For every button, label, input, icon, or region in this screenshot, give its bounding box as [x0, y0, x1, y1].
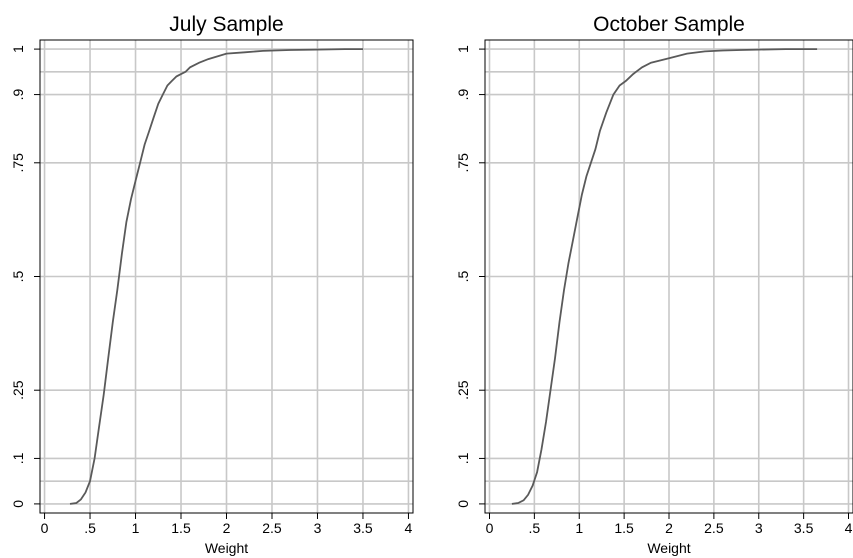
y-tick-label: .9: [10, 89, 26, 101]
y-tick-label: .5: [455, 270, 471, 282]
x-tick-label: 1.5: [614, 520, 634, 536]
x-axis-label: Weight: [647, 540, 690, 556]
y-tick-label: .75: [455, 153, 471, 173]
curves: [511, 48, 818, 505]
y-tick-label: 0: [10, 500, 26, 508]
y-tick-label: .9: [455, 89, 471, 101]
x-tick-label: 3.5: [794, 520, 814, 536]
x-tick-label: 2.5: [262, 520, 282, 536]
x-tick-label: 1: [132, 520, 140, 536]
x-tick-label: 3: [314, 520, 322, 536]
y-tick-label: .75: [10, 153, 26, 173]
y-tick-label: .1: [10, 452, 26, 464]
series-line: [69, 48, 363, 505]
panel-october: October Sample 0 .5 1 1.5 2 2.5 3 3.5 4 0 .1 .25 .5.…: [455, 13, 853, 556]
y-tick-label: .5: [10, 270, 26, 282]
y-tick-label: 1: [455, 45, 471, 53]
x-tick-label: 3: [755, 520, 763, 536]
y-tick-label: .25: [10, 380, 26, 400]
x-tick-label: 4: [845, 520, 853, 536]
series-line: [511, 48, 818, 505]
y-tick-label: .1: [455, 452, 471, 464]
chart-title: July Sample: [169, 13, 283, 36]
x-tick-label: .5: [529, 520, 541, 536]
axes: 0 .5 1 1.5 2 2.5 3 3.5 4 0 .1 .25 .5 .75 .9 1: [455, 45, 853, 536]
x-tick-label: 4: [405, 520, 413, 536]
curves: [69, 48, 363, 505]
grid: [485, 40, 853, 513]
axes: 0 .5 1 1.5 2 2.5 3 3.5 4 0 .1 .25 .5 .75 .9 1: [10, 45, 413, 536]
x-tick-label: 2: [665, 520, 673, 536]
y-tick-label: .25: [455, 380, 471, 400]
x-tick-label: 2.5: [704, 520, 724, 536]
x-tick-label: .5: [84, 520, 96, 536]
x-tick-label: 3.5: [353, 520, 373, 536]
x-tick-label: 1: [575, 520, 583, 536]
x-tick-label: 0: [486, 520, 494, 536]
y-tick-label: 1: [10, 45, 26, 53]
grid: [40, 40, 413, 513]
y-tick-label: 0: [455, 500, 471, 508]
x-tick-label: 0: [41, 520, 49, 536]
x-tick-label: 2: [223, 520, 231, 536]
chart-title: October Sample: [593, 13, 745, 36]
x-tick-label: 1.5: [171, 520, 191, 536]
x-axis-label: Weight: [205, 540, 248, 556]
panel-july: July Sample 0 .5 1 1.5 2 2.5 3 3.5 4 0 .1 .25 .5 .75.…: [10, 13, 414, 556]
